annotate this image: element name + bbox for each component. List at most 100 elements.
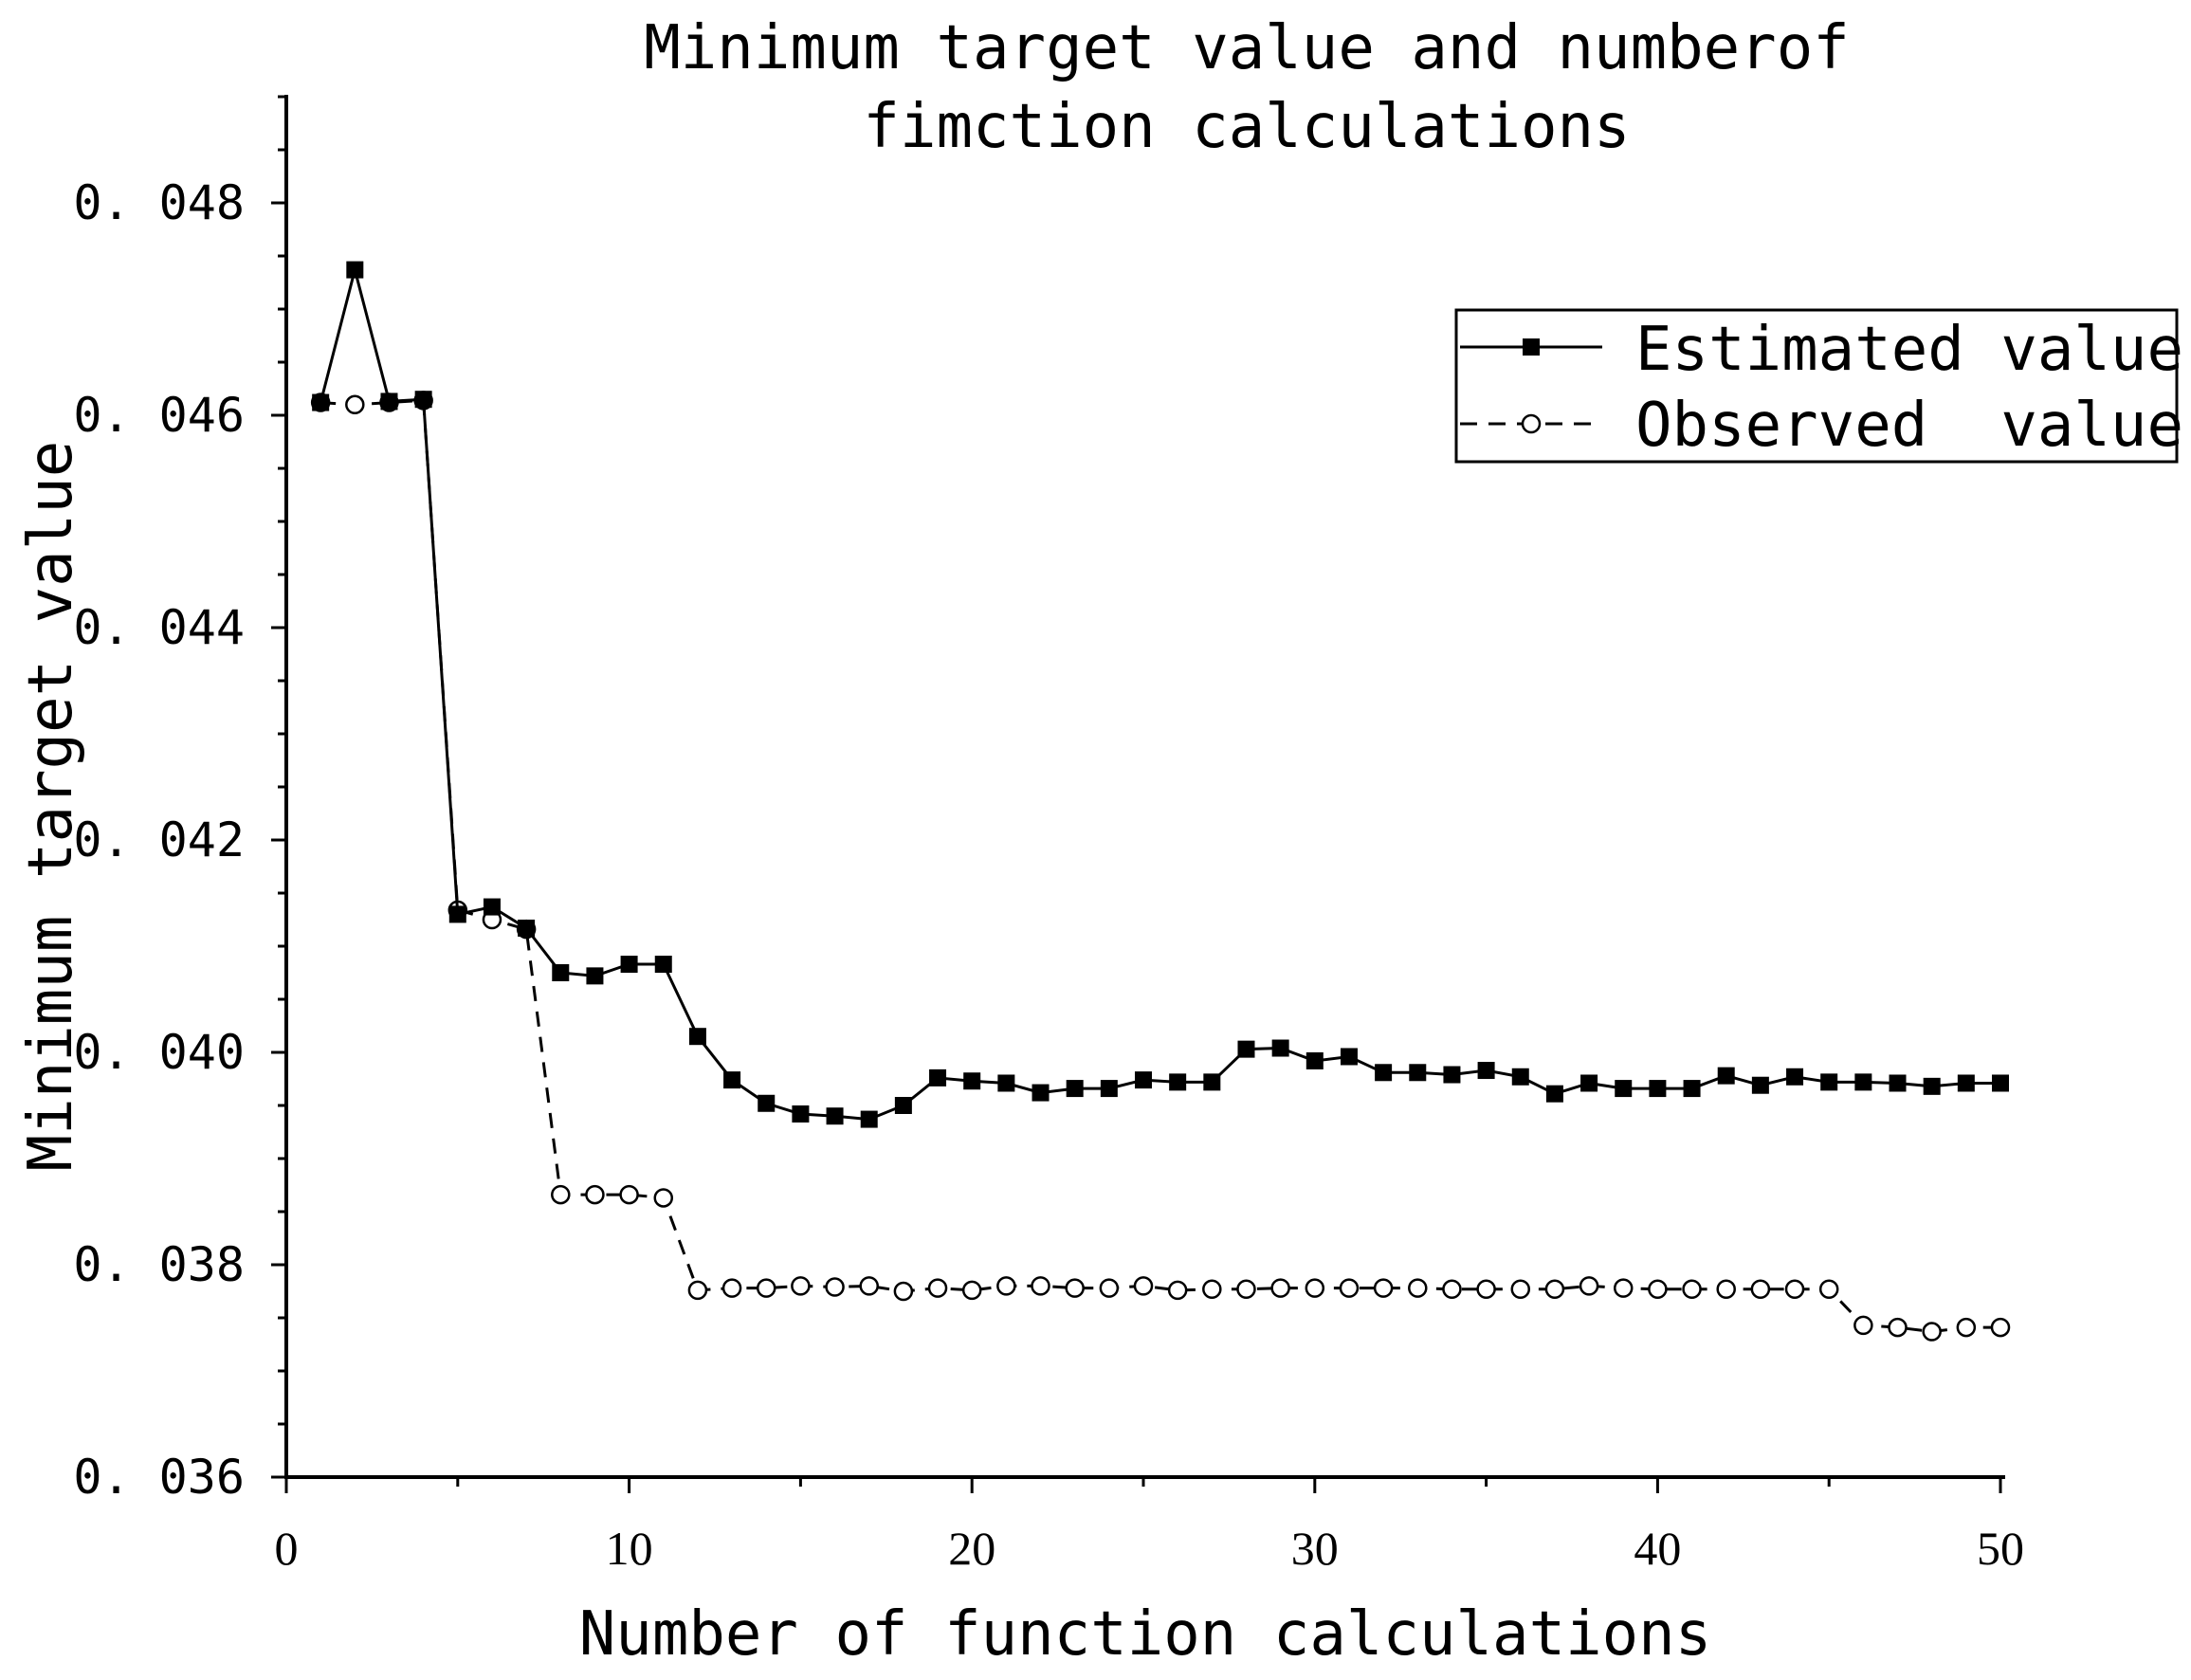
series-observed (310, 391, 2011, 1342)
data-point (688, 1028, 706, 1046)
data-point (1751, 1076, 1769, 1094)
data-point (312, 393, 330, 411)
data-point (1135, 1071, 1152, 1089)
data-point (1615, 1080, 1633, 1098)
y-tick-label: 0. 046 (73, 388, 245, 443)
x-tick-label: 0 (275, 1522, 299, 1575)
data-point (1099, 1278, 1120, 1298)
data-point (1203, 1073, 1221, 1091)
data-point (1511, 1068, 1529, 1086)
data-point (758, 1094, 776, 1112)
data-point (860, 1110, 878, 1128)
data-point (1580, 1074, 1598, 1092)
data-point (1957, 1074, 1975, 1092)
data-point (1923, 1077, 1941, 1095)
data-point (654, 956, 672, 974)
data-point (1716, 1279, 1736, 1300)
data-point (1579, 1276, 1599, 1296)
data-point (929, 1068, 947, 1087)
x-tick-label: 40 (1634, 1522, 1681, 1575)
data-point (1442, 1279, 1462, 1300)
legend-label-estimated: Estimated value (1635, 315, 2183, 385)
legend-marker-estimated (1523, 338, 1540, 356)
data-point (1373, 1278, 1394, 1298)
data-point (380, 393, 398, 411)
data-point (1271, 1039, 1289, 1057)
data-point (1544, 1279, 1565, 1300)
data-point (1510, 1279, 1531, 1300)
data-point (483, 898, 501, 916)
data-point (687, 1280, 708, 1301)
data-point (1820, 1073, 1838, 1091)
data-point (1100, 1080, 1118, 1098)
y-tick-label: 0. 038 (73, 1237, 245, 1292)
legend-label-observed: Observed value (1635, 391, 2183, 461)
data-point (1992, 1074, 2009, 1092)
data-point (825, 1277, 845, 1297)
data-point (1270, 1278, 1290, 1298)
data-point (756, 1278, 776, 1298)
data-point (1818, 1279, 1839, 1300)
data-point (1649, 1080, 1667, 1098)
data-point (448, 905, 466, 923)
x-axis-label: Number of function calculations (579, 1599, 1711, 1670)
y-tick-label: 0. 044 (73, 600, 245, 655)
x-tick-label: 30 (1291, 1522, 1339, 1575)
data-point (859, 1276, 879, 1296)
data-point (1169, 1073, 1187, 1091)
data-point (1854, 1073, 1872, 1091)
data-point (1750, 1279, 1771, 1300)
data-point (1065, 1278, 1085, 1298)
chart-title-line-2: fimction calculations (863, 92, 1630, 162)
data-point (1031, 1276, 1050, 1296)
data-point (552, 964, 570, 981)
legend-marker-observed (1521, 413, 1542, 434)
y-axis-label: Minimum target value (16, 441, 86, 1172)
data-point (927, 1278, 948, 1298)
data-point (1476, 1279, 1496, 1300)
axis-tick-labels: 0 10 20 30 40 50 0. 036 0. 038 0. 040 0. 042 0. 04… (73, 175, 2024, 1575)
data-point (1477, 1062, 1495, 1080)
x-tick-label: 20 (948, 1522, 995, 1575)
axis-ticks (271, 95, 2002, 1493)
data-point (585, 1184, 605, 1205)
data-point (1408, 1278, 1428, 1298)
data-point (1889, 1074, 1907, 1092)
data-point (1133, 1276, 1154, 1296)
data-point (1922, 1322, 1942, 1342)
x-tick-label: 10 (606, 1522, 653, 1575)
data-point (1784, 1279, 1805, 1300)
data-point (997, 1074, 1015, 1092)
data-point (1545, 1085, 1563, 1103)
data-point (893, 1281, 914, 1302)
data-point (996, 1276, 1016, 1296)
data-point (551, 1184, 571, 1205)
data-point (1613, 1278, 1634, 1298)
y-tick-label: 0. 040 (73, 1025, 245, 1080)
data-point (1682, 1279, 1702, 1300)
data-point (414, 391, 432, 409)
data-point (346, 261, 364, 279)
series-layer (310, 261, 2011, 1342)
legend-box (1454, 308, 2179, 464)
data-point (1339, 1278, 1360, 1298)
data-point (961, 1280, 982, 1301)
x-tick-label: 50 (1977, 1522, 2024, 1575)
data-point (1683, 1080, 1701, 1098)
data-point (826, 1107, 844, 1125)
data-point (1375, 1064, 1393, 1082)
data-point (1237, 1040, 1255, 1058)
data-point (723, 1071, 741, 1089)
data-point (1888, 1317, 1908, 1338)
data-point (894, 1097, 912, 1114)
data-point (1956, 1317, 1977, 1338)
data-point (345, 394, 365, 415)
data-point (1786, 1068, 1804, 1086)
data-point (1990, 1317, 2011, 1338)
y-tick-label: 0. 042 (73, 813, 245, 867)
data-point (653, 1188, 674, 1208)
series-estimated (312, 261, 2009, 1128)
data-point (1305, 1051, 1324, 1069)
